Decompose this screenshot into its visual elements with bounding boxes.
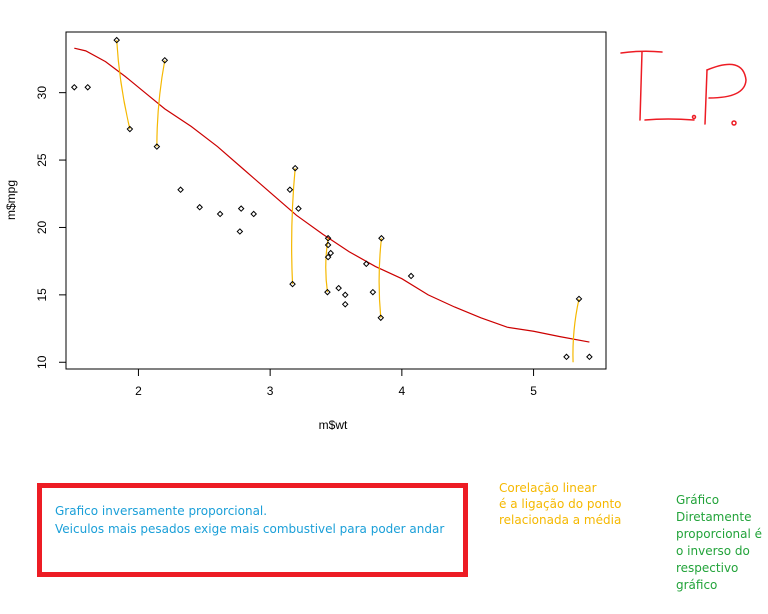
data-point bbox=[161, 57, 169, 64]
data-point bbox=[324, 253, 332, 261]
x-tick-label: 5 bbox=[530, 384, 537, 398]
data-point bbox=[236, 228, 244, 235]
y-tick-label: 10 bbox=[35, 355, 49, 369]
annotation-line bbox=[291, 168, 296, 285]
annotation-line bbox=[378, 238, 383, 318]
data-point bbox=[250, 210, 257, 218]
x-axis-title: m$wt bbox=[319, 418, 348, 432]
data-point bbox=[289, 280, 296, 288]
data-point bbox=[335, 284, 342, 292]
correlation-note: Corelação linear é a ligação do ponto re… bbox=[499, 480, 649, 528]
data-point bbox=[113, 36, 121, 44]
direct-proportional-note: Gráfico Diretamente proporcional é o inv… bbox=[676, 492, 768, 594]
data-point bbox=[286, 186, 294, 194]
data-point bbox=[362, 260, 370, 268]
note-box-line-2: Veiculos mais pesados exige mais combust… bbox=[55, 522, 445, 536]
y-axis-title: m$mpg bbox=[4, 180, 18, 220]
x-tick-label: 2 bbox=[135, 384, 142, 398]
y-tick-label: 20 bbox=[35, 220, 49, 234]
data-point bbox=[295, 205, 302, 212]
data-point bbox=[378, 234, 385, 242]
green-note-line-3: proporcional é bbox=[676, 527, 763, 541]
data-point bbox=[369, 288, 377, 296]
correlation-note-line-1: Corelação linear bbox=[499, 481, 597, 495]
data-point bbox=[324, 288, 331, 296]
annotation-line bbox=[156, 60, 166, 147]
data-point bbox=[324, 241, 332, 249]
y-tick-label: 25 bbox=[35, 153, 49, 167]
data-point bbox=[586, 353, 593, 361]
note-box-text: Grafico inversamente proporcional. Veicu… bbox=[55, 502, 475, 538]
data-point bbox=[291, 164, 299, 172]
green-note-line-2: Diretamente bbox=[676, 510, 752, 524]
annotation-line bbox=[116, 40, 131, 130]
annotation-lines-layer bbox=[116, 40, 580, 363]
y-axis: 10 15 20 25 30 bbox=[35, 86, 67, 369]
correlation-note-line-3: relacionada a média bbox=[499, 513, 622, 527]
note-box bbox=[37, 483, 468, 577]
points-layer bbox=[70, 36, 593, 361]
x-axis: 2 3 4 5 bbox=[135, 368, 537, 398]
data-point bbox=[377, 314, 385, 322]
data-point bbox=[324, 234, 332, 242]
trend-line-layer bbox=[74, 47, 590, 343]
data-point bbox=[407, 272, 415, 280]
x-tick-label: 3 bbox=[267, 384, 274, 398]
data-point bbox=[177, 186, 184, 194]
trend-line bbox=[74, 47, 590, 343]
green-note-line-1: Gráfico bbox=[676, 493, 720, 507]
data-point bbox=[575, 295, 583, 303]
data-point bbox=[153, 143, 161, 150]
x-tick-label: 4 bbox=[399, 384, 406, 398]
handwritten-ip-annotation bbox=[620, 50, 747, 126]
note-box-line-1: Grafico inversamente proporcional. bbox=[55, 504, 268, 518]
y-tick-label: 30 bbox=[35, 86, 49, 100]
data-point bbox=[70, 83, 78, 91]
green-note-line-5: respectivo bbox=[676, 561, 739, 575]
plot-frame bbox=[65, 31, 607, 370]
annotation-line bbox=[572, 298, 580, 363]
data-point bbox=[341, 300, 349, 308]
y-tick-label: 15 bbox=[35, 288, 49, 302]
data-point bbox=[327, 249, 335, 257]
correlation-note-line-2: é a ligação do ponto bbox=[499, 497, 622, 511]
data-point bbox=[126, 125, 134, 133]
data-point bbox=[196, 203, 203, 211]
green-note-line-4: o inverso do bbox=[676, 544, 750, 558]
green-note-line-6: gráfico bbox=[676, 578, 718, 592]
data-point bbox=[237, 205, 245, 212]
data-point bbox=[216, 210, 224, 218]
data-point bbox=[84, 83, 92, 91]
data-point bbox=[563, 353, 570, 361]
data-point bbox=[341, 291, 349, 299]
